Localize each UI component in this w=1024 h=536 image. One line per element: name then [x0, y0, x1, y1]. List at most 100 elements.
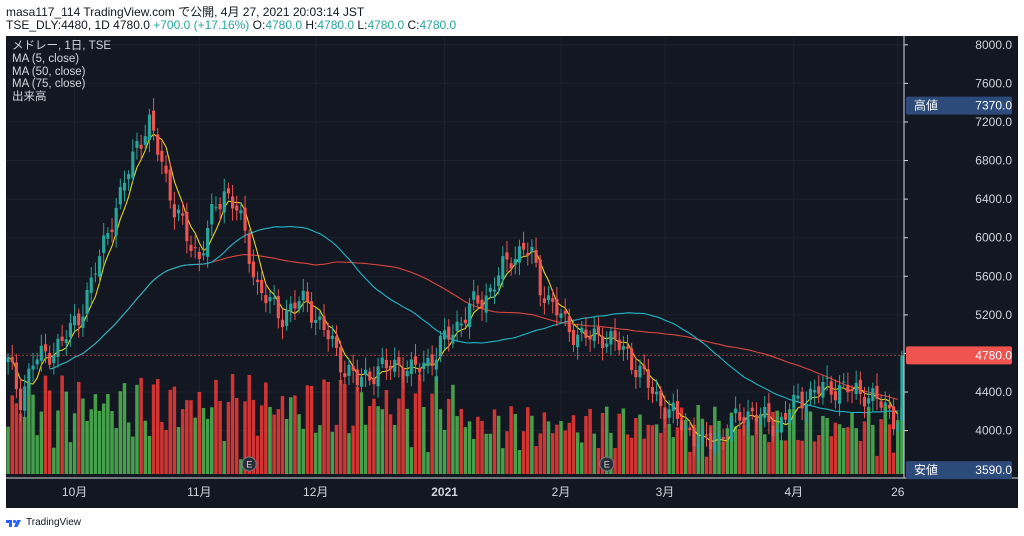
volume-bar [276, 409, 281, 474]
volume-bar [251, 399, 256, 474]
candle [210, 204, 214, 225]
candle [143, 136, 147, 145]
candle [102, 235, 106, 254]
volume-bar [621, 408, 626, 474]
price-label-box [906, 96, 1012, 115]
candle [451, 334, 455, 344]
candle [52, 355, 56, 363]
volume-bar [900, 407, 904, 474]
candle [858, 379, 862, 394]
symbol-ohlc-line: TSE_DLY:4480, 1D 4780.0 +700.0 (+17.16%)… [6, 18, 456, 32]
volume-bar [700, 418, 705, 474]
candle [160, 150, 164, 162]
volume-bar [742, 424, 746, 474]
price-tick-label: 7200.0 [975, 115, 1012, 129]
volume-bar [438, 409, 443, 474]
volume-bar [297, 414, 301, 474]
candle [509, 263, 513, 269]
volume-bar [550, 433, 555, 474]
volume-bar [380, 409, 384, 474]
volume-bar [334, 424, 339, 474]
volume-bar [646, 424, 651, 474]
candle [10, 357, 14, 363]
candle [592, 328, 596, 342]
candle [147, 114, 152, 141]
candle [122, 182, 127, 191]
volume-bar [875, 455, 879, 474]
volume-bar [280, 395, 285, 474]
volume-bar [422, 406, 426, 474]
volume-bar [172, 386, 177, 474]
volume-bar [413, 393, 418, 474]
volume-bar [417, 374, 422, 474]
candle [700, 432, 704, 442]
candle [467, 303, 472, 328]
volume-bar [126, 422, 131, 474]
candle [696, 443, 700, 449]
price-tick-label: 5200.0 [975, 308, 1012, 322]
volume-bar [592, 433, 597, 474]
volume-bar [93, 394, 98, 474]
candle [792, 394, 796, 409]
low-value: 4780.0 [367, 18, 405, 32]
price-tick-label: 5600.0 [975, 269, 1012, 283]
candle [638, 365, 642, 378]
chart-area[interactable]: 8000.0 7600.0 7200.0 6800.0 6400.0 6000.0 5600… [6, 36, 1018, 508]
candle [763, 407, 767, 418]
candle [879, 401, 883, 408]
price-label-name: 安値 [914, 462, 938, 477]
time-tick-label: 2月 [552, 485, 571, 499]
price-label-name: 高値 [914, 98, 938, 113]
candle [218, 203, 222, 210]
candle [48, 352, 52, 365]
volume-bar [505, 431, 509, 474]
candle [750, 407, 754, 412]
candle [106, 233, 110, 239]
candle [846, 384, 850, 393]
volume-bar [131, 436, 135, 474]
volume-bar [205, 418, 210, 474]
price-chart[interactable]: 8000.0 7600.0 7200.0 6800.0 6400.0 6000.0 5600… [6, 36, 1018, 508]
time-tick-label: 26 [891, 485, 905, 499]
legend-symbol: メドレー, 1日, TSE [12, 40, 112, 52]
volume-bar [862, 421, 867, 474]
volume-bar [808, 411, 813, 474]
price-tick-label: 8000.0 [975, 38, 1012, 52]
candle [214, 207, 218, 209]
volume-bar [405, 408, 409, 474]
volume-bar [372, 398, 376, 474]
volume-bar [671, 437, 676, 474]
volume-bar [559, 421, 563, 474]
candle [625, 346, 630, 349]
volume-bar [821, 415, 825, 474]
candle [721, 437, 725, 440]
volume-bar [891, 452, 896, 474]
candle [268, 297, 272, 302]
volume-bar [397, 398, 401, 474]
candle [255, 279, 260, 283]
tradingview-logo[interactable]: TradingView [6, 517, 81, 528]
candle [833, 391, 837, 401]
chart-header: masa117_114 TradingView.com で公開, 4月 27, … [0, 0, 1024, 36]
volume-bar [679, 407, 684, 474]
candle [867, 398, 871, 404]
candle [139, 144, 143, 149]
candle [23, 386, 27, 411]
candle [314, 319, 318, 323]
volume-bar [239, 459, 243, 474]
volume-bar [180, 409, 185, 474]
candle [501, 256, 505, 280]
volume-bar [351, 425, 355, 474]
volume-bar [488, 433, 493, 474]
volume-bar [629, 437, 634, 474]
volume-bar [675, 427, 680, 474]
candle [260, 279, 264, 294]
volume-bar [704, 456, 709, 474]
volume-bar [18, 413, 23, 474]
volume-bar [796, 439, 800, 474]
candle [588, 336, 592, 340]
volume-bar [654, 424, 659, 474]
candle [613, 330, 617, 339]
candle [430, 354, 434, 367]
candle [206, 227, 210, 257]
